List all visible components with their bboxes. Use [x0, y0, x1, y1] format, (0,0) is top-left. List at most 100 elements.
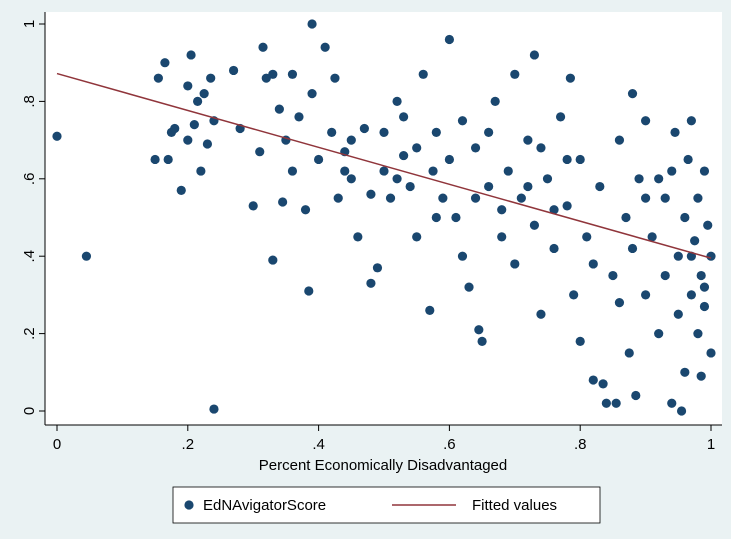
scatter-point: [379, 127, 389, 137]
scatter-point: [598, 379, 608, 389]
scatter-point: [457, 251, 468, 261]
scatter-point: [690, 236, 700, 246]
scatter-point: [686, 290, 696, 300]
scatter-point: [464, 282, 474, 292]
scatter-point: [565, 73, 575, 83]
legend-marker: [184, 500, 194, 510]
scatter-point: [523, 135, 533, 145]
legend: [172, 486, 601, 524]
y-tick-label: 1: [21, 20, 38, 28]
scatter-point: [372, 263, 383, 273]
scatter-point: [569, 290, 579, 300]
scatter-point: [582, 232, 592, 242]
scatter-point: [176, 185, 186, 196]
scatter-point: [163, 154, 173, 165]
scatter-point: [392, 96, 402, 106]
x-tick-label: 0: [53, 436, 61, 453]
scatter-point: [206, 73, 216, 83]
scatter-point: [183, 135, 193, 145]
scatter-point: [304, 286, 314, 296]
scatter-point: [470, 143, 481, 153]
scatter-point: [385, 193, 396, 203]
scatter-point: [399, 150, 409, 161]
scatter-point: [588, 259, 598, 269]
scatter-point: [667, 398, 677, 408]
scatter-point: [660, 270, 670, 281]
scatter-point: [428, 166, 438, 176]
scatter-point: [627, 243, 638, 254]
scatter-point: [614, 135, 625, 145]
scatter-point: [706, 348, 716, 358]
scatter-point: [654, 174, 664, 184]
scatter-point: [588, 375, 598, 385]
x-tick-label: .8: [574, 436, 587, 453]
scatter-point: [477, 336, 487, 346]
legend-label: Fitted values: [472, 497, 557, 514]
scatter-point: [160, 58, 170, 68]
x-tick-label: .4: [312, 436, 325, 453]
x-tick-label: 1: [707, 436, 715, 453]
scatter-point: [366, 189, 376, 199]
scatter-point: [699, 282, 710, 292]
scatter-point: [314, 154, 324, 165]
scatter-point: [693, 193, 703, 203]
scatter-point: [497, 232, 507, 242]
scatter-point: [353, 232, 363, 242]
scatter-point: [641, 116, 651, 126]
scatter-point: [542, 174, 553, 184]
x-tick-label: .2: [182, 436, 195, 453]
scatter-point: [549, 243, 559, 254]
scatter-point: [670, 127, 680, 137]
scatter-point: [575, 336, 585, 346]
scatter-point: [333, 193, 343, 203]
scatter-point: [193, 96, 203, 106]
scatter-point: [412, 232, 422, 242]
y-tick-label: .6: [21, 173, 38, 186]
scatter-point: [555, 112, 566, 122]
scatter-point: [431, 127, 441, 137]
scatter-point: [150, 154, 160, 165]
scatter-point: [346, 135, 356, 145]
scatter-point: [497, 205, 507, 215]
plot-area: [45, 12, 722, 425]
scatter-point: [696, 270, 706, 281]
scatter-point: [199, 89, 209, 99]
scatter-point: [444, 34, 454, 45]
scatter-point: [536, 309, 546, 319]
y-tick-label: 0: [21, 407, 38, 415]
scatter-point: [699, 166, 710, 176]
scatter-point: [699, 301, 710, 312]
scatter-point: [680, 367, 690, 377]
scatter-point: [196, 166, 206, 176]
scatter-point: [696, 371, 706, 381]
scatter-point: [484, 127, 494, 137]
scatter-point: [693, 329, 703, 339]
scatter-point: [327, 127, 337, 137]
scatter-point: [608, 270, 618, 281]
scatter-point: [562, 201, 572, 211]
scatter-point: [703, 220, 713, 230]
scatter-point: [510, 69, 520, 79]
y-tick-label: .2: [21, 327, 38, 340]
scatter-point: [287, 69, 298, 79]
scatter-point: [595, 181, 605, 192]
scatter-point: [186, 50, 196, 60]
scatter-point: [346, 174, 356, 184]
scatter-point: [340, 166, 350, 176]
scatter-point: [274, 104, 284, 114]
scatter-point: [287, 166, 298, 176]
scatter-point: [258, 42, 268, 52]
scatter-point: [307, 19, 317, 29]
scatter-point: [438, 193, 448, 203]
scatter-point: [660, 193, 670, 203]
scatter-point: [470, 193, 481, 203]
scatter-point: [52, 131, 62, 141]
scatter-point: [523, 181, 533, 192]
scatter-point: [503, 166, 513, 176]
scatter-point: [627, 89, 638, 99]
scatter-point: [676, 406, 687, 416]
scatter-point: [294, 112, 304, 122]
scatter-point: [490, 96, 500, 106]
y-tick-label: .8: [21, 95, 38, 108]
